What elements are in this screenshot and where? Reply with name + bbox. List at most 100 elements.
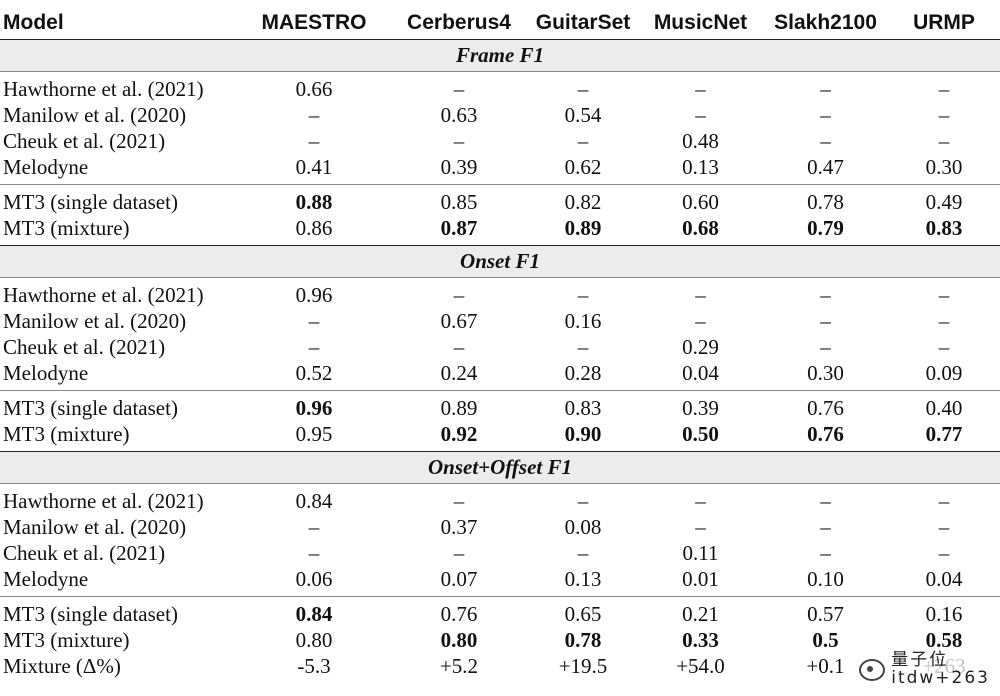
model-name-cell: Melodyne — [3, 566, 89, 591]
value-cell: 0.62 — [564, 154, 602, 179]
value-cell: 0.82 — [528, 184, 638, 215]
value-cell: – — [577, 282, 589, 307]
watermark: 量子位 itdw+263 — [855, 650, 994, 690]
value-cell: – — [308, 334, 320, 359]
value-cell: 0.79 — [807, 215, 844, 240]
value-cell: – — [577, 76, 589, 101]
value-cell: 0.63 — [440, 102, 478, 127]
model-name-cell: Cheuk et al. (2021) — [3, 128, 166, 153]
value-cell: 0.76 — [763, 390, 888, 421]
value-cell: 0.95 — [295, 421, 333, 446]
section-row: Frame F1 — [0, 39, 1000, 72]
value-cell: – — [820, 282, 831, 307]
value-cell: 0.80 — [295, 627, 333, 652]
header-musicnet: MusicNet — [638, 6, 763, 40]
table-body: Frame F1 Hawthorne et al. (2021) 0.66– – – – –… — [0, 39, 1000, 684]
value-cell: – — [938, 102, 950, 127]
table-row: MT3 (single dataset) 0.88 0.85 0.82 0.60 0.78… — [0, 184, 1000, 215]
value-cell: 0.30 — [807, 360, 844, 385]
table-row: MT3 (mixture) 0.86 0.87 0.89 0.68 0.79 0.83 — [0, 215, 1000, 246]
value-cell: 0.21 — [638, 596, 763, 627]
value-cell: 0.84 — [295, 488, 333, 513]
value-cell: 0.65 — [528, 596, 638, 627]
value-cell: 0.09 — [925, 360, 963, 385]
value-cell: – — [453, 540, 465, 565]
value-cell: – — [695, 488, 706, 513]
value-cell: 0.33 — [682, 627, 719, 652]
table-row: Cheuk et al. (2021) – – – 0.29 – – — [0, 334, 1000, 360]
section-title: Onset F1 — [0, 245, 1000, 278]
table-row: MT3 (single dataset) 0.96 0.89 0.83 0.39 0.76… — [0, 390, 1000, 421]
value-cell: 0.84 — [238, 596, 390, 627]
value-cell: 0.85 — [390, 184, 528, 215]
table-row: Manilow et al. (2020) – 0.37 0.08 – – – — [0, 514, 1000, 540]
value-cell: 0.16 — [564, 308, 602, 333]
model-name-cell: Hawthorne et al. (2021) — [3, 76, 204, 101]
value-cell: 0.78 — [763, 184, 888, 215]
results-table: Model MAESTRO Cerberus4 GuitarSet MusicN… — [0, 6, 1000, 683]
value-cell: – — [577, 488, 589, 513]
header-slakh2100: Slakh2100 — [763, 6, 888, 40]
table-row: Hawthorne et al. (2021) 0.96 – – – – – — [0, 278, 1000, 309]
model-name-cell: Hawthorne et al. (2021) — [3, 488, 204, 513]
table-row: Melodyne 0.52 0.24 0.28 0.04 0.30 0.09 — [0, 360, 1000, 391]
value-cell: -5.3 — [297, 653, 331, 678]
value-cell: – — [453, 488, 465, 513]
model-name-cell: Hawthorne et al. (2021) — [3, 282, 204, 307]
value-cell: – — [820, 488, 831, 513]
value-cell: 0.10 — [807, 566, 844, 591]
header-cerberus4: Cerberus4 — [390, 6, 528, 40]
header-maestro: MAESTRO — [238, 6, 390, 40]
watermark-text: 量子位 itdw+263 — [891, 651, 990, 689]
value-cell: – — [820, 128, 831, 153]
value-cell: 0.76 — [390, 596, 528, 627]
value-cell: 0.90 — [564, 421, 602, 446]
value-cell: 0.13 — [564, 566, 602, 591]
value-cell: 0.06 — [295, 566, 333, 591]
table-row: Manilow et al. (2020) – 0.63 0.54 – – – — [0, 102, 1000, 128]
value-cell: 0.11 — [682, 540, 719, 565]
value-cell: 0.89 — [564, 215, 602, 240]
value-cell: 0.47 — [807, 154, 844, 179]
header-model: Model — [0, 6, 238, 40]
watermark-line2: itdw+263 — [891, 668, 990, 689]
value-cell: 0.88 — [238, 184, 390, 215]
model-name-cell: Manilow et al. (2020) — [3, 308, 187, 333]
value-cell: – — [938, 282, 950, 307]
wechat-icon — [859, 659, 886, 682]
value-cell: 0.67 — [440, 308, 478, 333]
section-row: Onset F1 — [0, 245, 1000, 278]
value-cell: +0.1 — [806, 653, 845, 678]
model-name-cell: Cheuk et al. (2021) — [3, 540, 166, 565]
model-name-cell: MT3 (single dataset) — [0, 390, 238, 421]
value-cell: 0.87 — [440, 215, 478, 240]
header-row: Model MAESTRO Cerberus4 GuitarSet MusicN… — [0, 6, 1000, 40]
value-cell: 0.39 — [440, 154, 478, 179]
header-urmp: URMP — [888, 6, 1000, 40]
value-cell: 0.66 — [295, 76, 333, 101]
value-cell: 0.96 — [295, 282, 333, 307]
value-cell: 0.52 — [295, 360, 333, 385]
value-cell: 0.37 — [440, 514, 478, 539]
value-cell: – — [938, 76, 950, 101]
value-cell: – — [820, 334, 831, 359]
model-name-cell: Cheuk et al. (2021) — [3, 334, 166, 359]
value-cell: 0.5 — [812, 627, 839, 652]
value-cell: 0.83 — [528, 390, 638, 421]
value-cell: – — [453, 76, 465, 101]
value-cell: – — [820, 308, 831, 333]
value-cell: – — [695, 102, 706, 127]
value-cell: 0.96 — [238, 390, 390, 421]
model-name-cell: MT3 (single dataset) — [0, 184, 238, 215]
value-cell: 0.86 — [295, 215, 333, 240]
value-cell: 0.60 — [638, 184, 763, 215]
value-cell: – — [938, 308, 950, 333]
table-row: MT3 (mixture) 0.80 0.80 0.78 0.33 0.5 0.58 — [0, 627, 1000, 653]
value-cell: – — [308, 102, 320, 127]
value-cell: – — [453, 334, 465, 359]
value-cell: 0.58 — [925, 627, 963, 652]
value-cell: 0.78 — [564, 627, 602, 652]
value-cell: – — [695, 308, 706, 333]
value-cell: – — [308, 540, 320, 565]
value-cell: – — [308, 308, 320, 333]
